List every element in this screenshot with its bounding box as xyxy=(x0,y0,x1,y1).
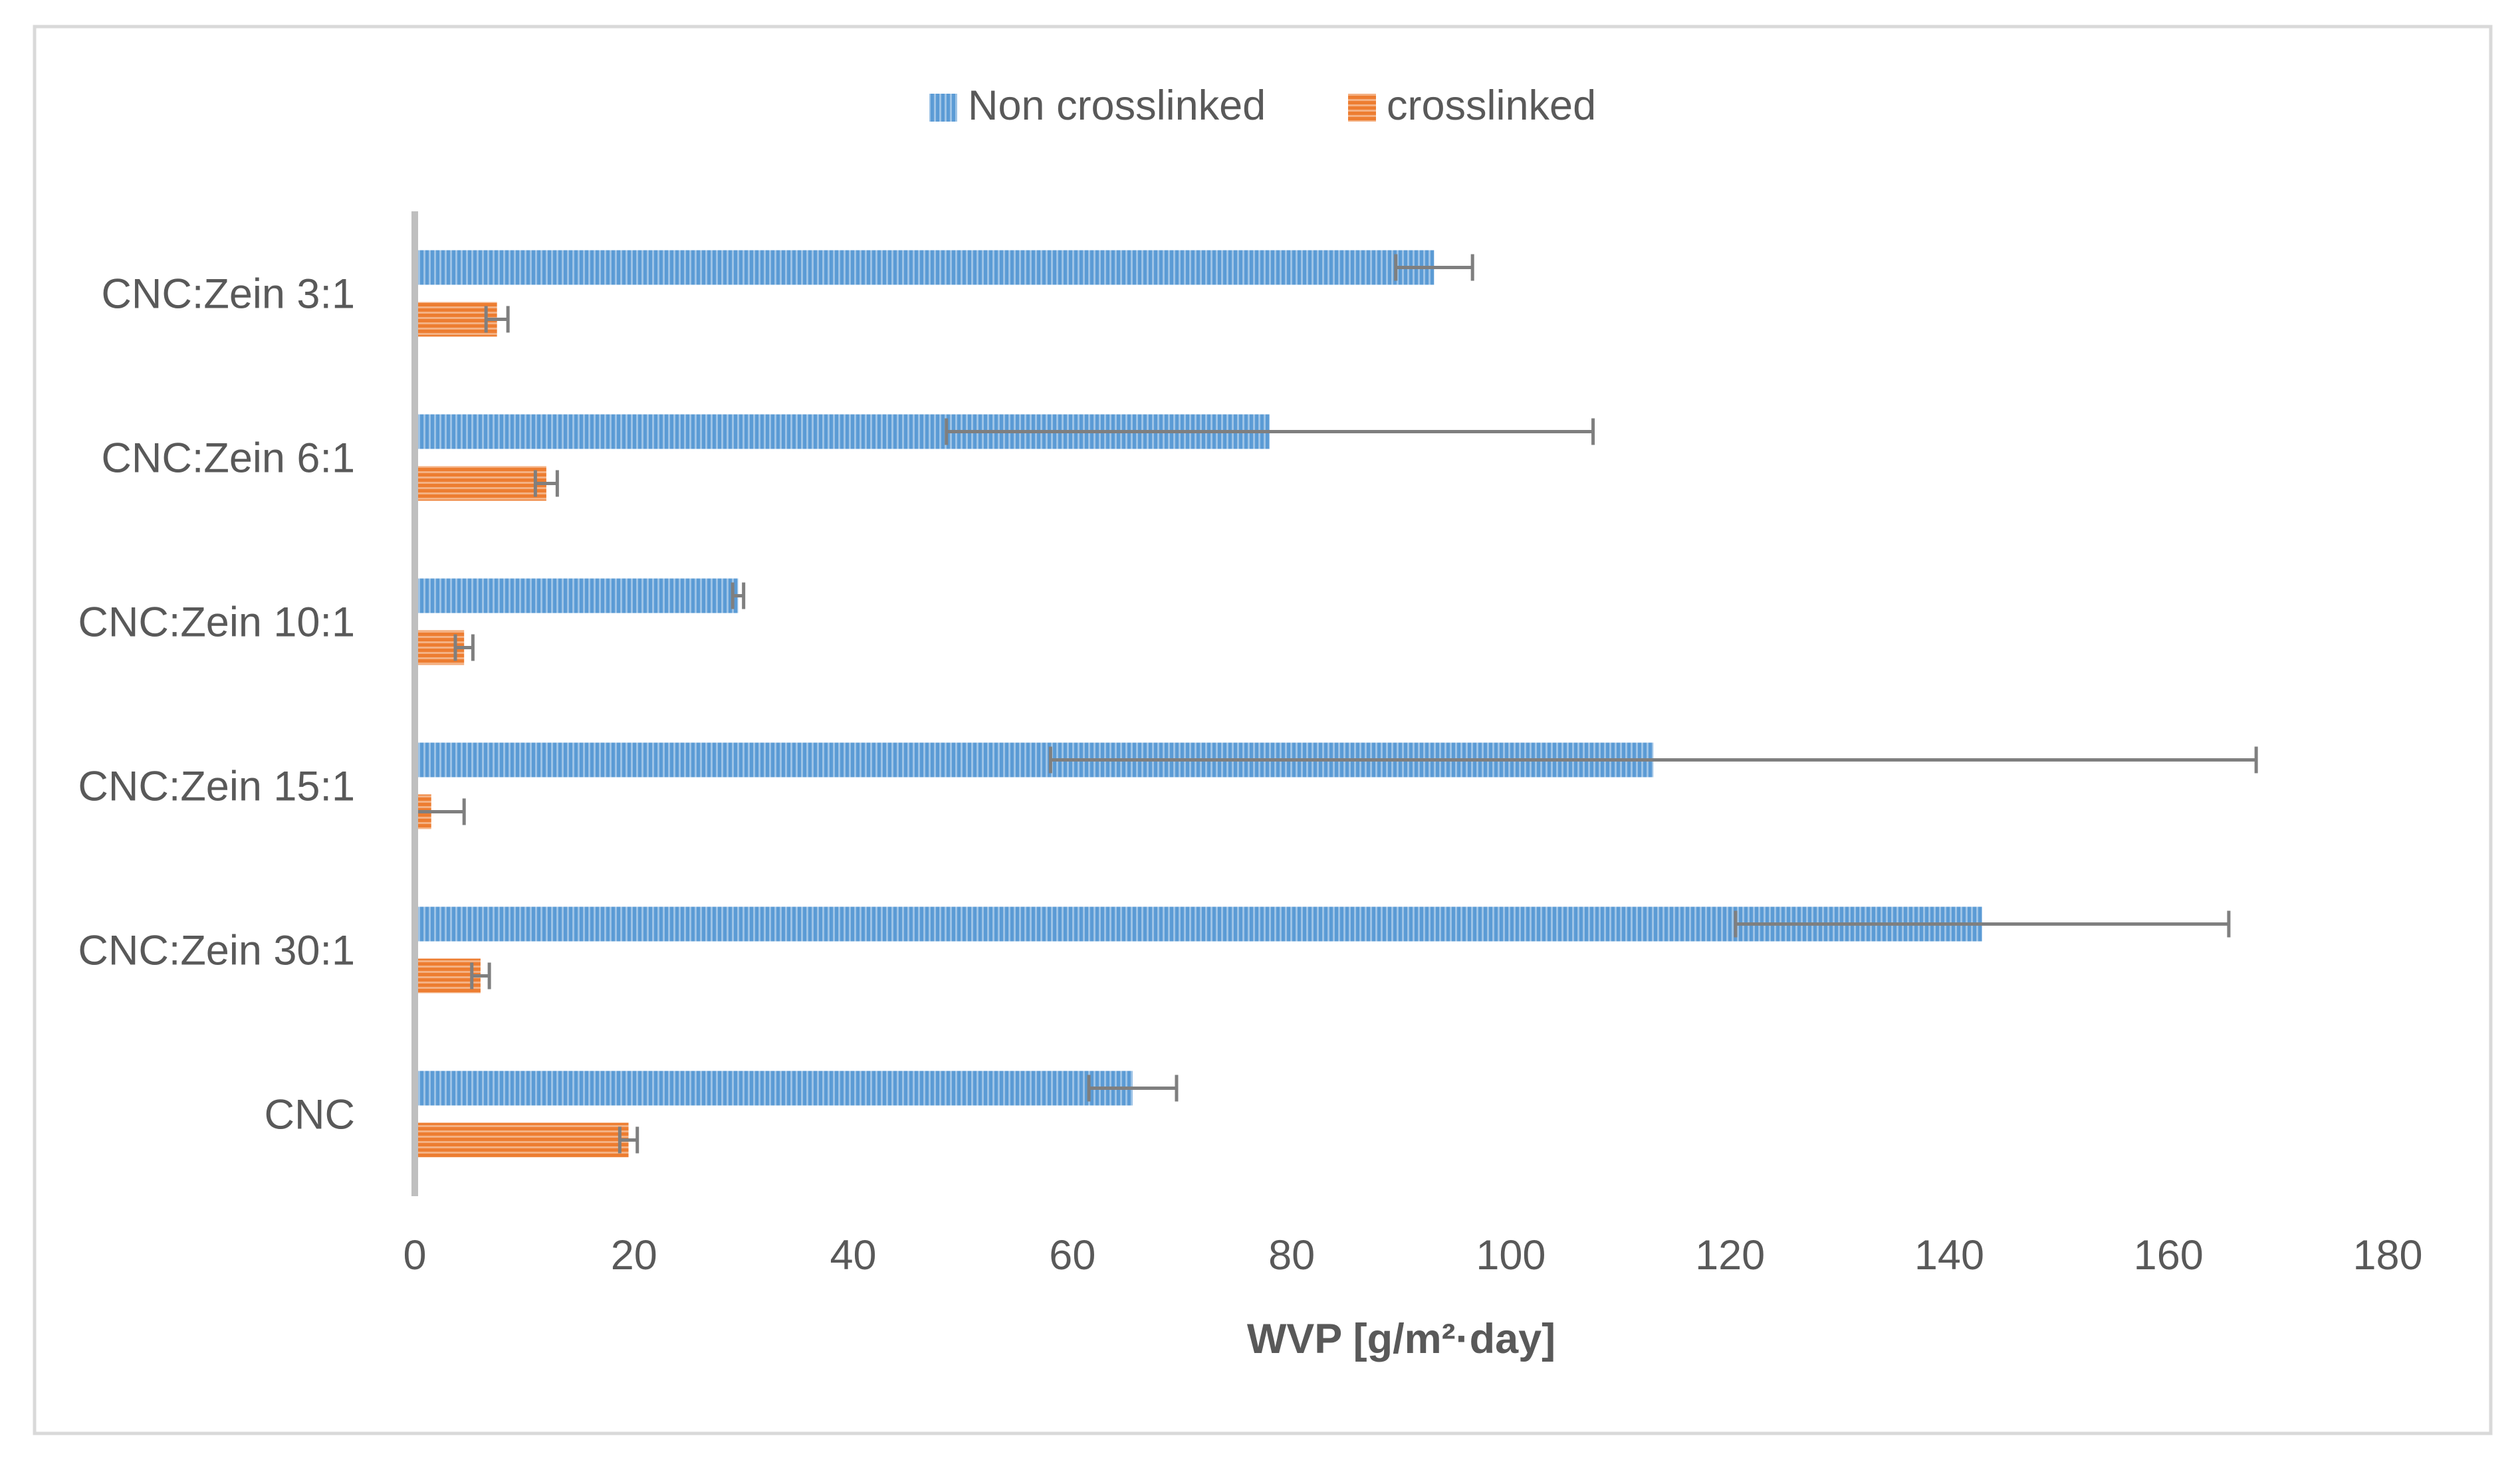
error-bar-crosslinked xyxy=(618,1126,639,1154)
x-tick-label: 80 xyxy=(1268,1232,1315,1279)
error-bar-crosslinked xyxy=(453,634,475,661)
error-bar-non-crosslinked xyxy=(945,418,1595,445)
legend: Non crosslinked crosslinked xyxy=(929,82,1596,129)
bar-crosslinked xyxy=(415,466,546,501)
x-tick-label: 40 xyxy=(830,1232,877,1279)
legend-item-non-crosslinked: Non crosslinked xyxy=(929,82,1266,129)
error-bar-non-crosslinked xyxy=(1394,254,1474,281)
x-tick-label: 160 xyxy=(2134,1232,2204,1279)
bar-non-crosslinked xyxy=(415,1071,1133,1106)
plot-area xyxy=(413,250,2258,1158)
x-axis-title: WVP [g/m²·day] xyxy=(1247,1316,1555,1362)
error-bar-non-crosslinked xyxy=(1734,910,2231,938)
legend-swatch-non-crosslinked xyxy=(929,94,957,122)
category-labels: CNC:Zein 3:1 CNC:Zein 6:1 CNC:Zein 10:1 CNC… xyxy=(78,271,355,1138)
bar-non-crosslinked xyxy=(415,906,1982,942)
legend-label-crosslinked: crosslinked xyxy=(1387,82,1596,129)
x-tick-label: 20 xyxy=(611,1232,657,1279)
error-bar-non-crosslinked xyxy=(1087,1075,1179,1102)
bar-non-crosslinked xyxy=(415,578,739,613)
category-label: CNC:Zein 3:1 xyxy=(101,271,355,318)
x-tick-label: 120 xyxy=(1695,1232,1765,1279)
error-bar-non-crosslinked xyxy=(1048,746,2258,774)
category-label: CNC:Zein 15:1 xyxy=(78,764,355,810)
category-label: CNC:Zein 30:1 xyxy=(78,928,355,974)
category-label: CNC:Zein 10:1 xyxy=(78,599,355,646)
category-label: CNC xyxy=(265,1092,356,1138)
error-bar-non-crosslinked xyxy=(731,582,746,609)
bar-non-crosslinked xyxy=(415,250,1434,285)
chart-frame xyxy=(33,25,2493,1435)
x-tick-label: 140 xyxy=(1914,1232,1984,1279)
bar-crosslinked xyxy=(415,958,481,993)
error-bar-crosslinked xyxy=(470,962,491,990)
x-tick-label: 0 xyxy=(403,1232,426,1279)
x-axis-tick-labels: 0 20 40 60 80 100 120 140 160 180 xyxy=(403,1232,2422,1279)
legend-swatch-crosslinked xyxy=(1348,94,1376,122)
bar-crosslinked xyxy=(415,1122,629,1158)
x-tick-label: 180 xyxy=(2352,1232,2422,1279)
x-tick-label: 60 xyxy=(1049,1232,1095,1279)
legend-label-non-crosslinked: Non crosslinked xyxy=(968,82,1266,129)
legend-item-crosslinked: crosslinked xyxy=(1348,82,1596,129)
category-label: CNC:Zein 6:1 xyxy=(101,435,355,482)
bar-crosslinked xyxy=(415,302,497,337)
x-tick-label: 100 xyxy=(1476,1232,1546,1279)
error-bar-crosslinked xyxy=(484,306,510,333)
error-bar-crosslinked xyxy=(533,470,559,497)
